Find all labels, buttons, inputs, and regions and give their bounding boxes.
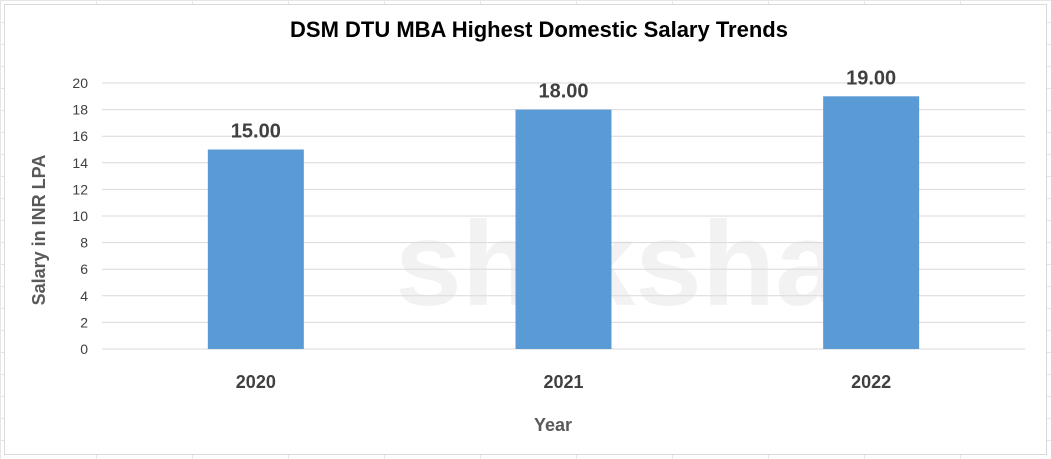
bar: [515, 109, 612, 349]
bar-chart: shiksha DSM DTU MBA Highest Domestic Sal…: [29, 17, 1025, 435]
chart-title: DSM DTU MBA Highest Domestic Salary Tren…: [290, 17, 788, 42]
y-tick-label: 20: [72, 75, 88, 91]
y-tick-label: 10: [72, 208, 88, 224]
y-tick-label: 8: [80, 235, 88, 251]
x-tick-label: 2020: [236, 372, 276, 392]
y-tick-label: 6: [80, 261, 88, 277]
x-tick-label: 2022: [851, 372, 891, 392]
data-label: 15.00: [231, 121, 281, 143]
x-tick-label: 2021: [543, 372, 583, 392]
watermark: shiksha: [395, 197, 843, 331]
y-tick-label: 16: [72, 128, 88, 144]
x-axis-title: Year: [534, 415, 572, 435]
data-label: 19.00: [846, 67, 896, 89]
data-label: 18.00: [538, 81, 588, 103]
chart-area[interactable]: shiksha DSM DTU MBA Highest Domestic Sal…: [4, 4, 1047, 455]
bar: [207, 149, 304, 349]
y-tick-label: 2: [80, 314, 88, 330]
y-tick-label: 4: [80, 288, 88, 304]
y-tick-label: 12: [72, 181, 88, 197]
y-tick-label: 0: [80, 341, 88, 357]
bar: [823, 96, 920, 349]
y-tick-label: 14: [72, 155, 88, 171]
y-tick-label: 18: [72, 102, 88, 118]
y-axis-title: Salary in INR LPA: [29, 155, 49, 306]
